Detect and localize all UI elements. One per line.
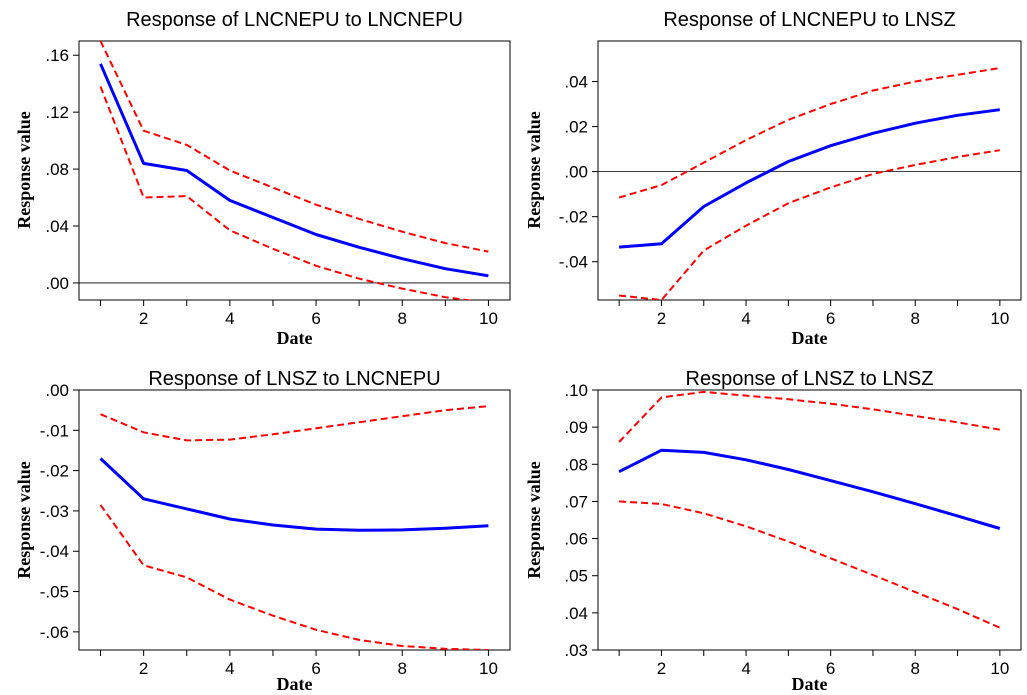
- x-tick-label: 2: [657, 309, 666, 328]
- chart-title: Response of LNCNEPU to LNCNEPU: [126, 9, 463, 31]
- x-tick-label: 4: [741, 659, 750, 678]
- y-axis-label: Response value: [14, 111, 34, 229]
- x-axis-label: Date: [792, 328, 828, 348]
- y-tick-label: .00: [45, 274, 69, 293]
- chart-title: Response of LNSZ to LNCNEPU: [148, 368, 440, 390]
- y-tick-label: -.05: [40, 583, 69, 602]
- y-tick-label: .05: [564, 567, 588, 586]
- y-tick-label: .16: [45, 46, 69, 65]
- x-tick-label: 8: [398, 309, 407, 328]
- lower-band-line: [99, 86, 475, 300]
- y-tick-label: -.02: [40, 462, 69, 481]
- y-tick-label: .08: [564, 455, 588, 474]
- x-axis-label: Date: [277, 674, 313, 694]
- x-tick-label: 4: [225, 309, 234, 328]
- plot-frame: [78, 40, 511, 301]
- x-tick-label: 10: [990, 309, 1009, 328]
- y-tick-label: .02: [564, 118, 588, 137]
- x-axis-label: Date: [792, 674, 828, 694]
- y-tick-label: -.01: [40, 421, 69, 440]
- x-tick-label: 10: [479, 659, 498, 678]
- y-tick-label: .12: [45, 103, 69, 122]
- response-line: [618, 108, 1000, 249]
- y-tick-label: -.03: [40, 502, 69, 521]
- upper-band-line: [99, 41, 489, 253]
- x-axis-label: Date: [277, 328, 313, 348]
- response-line: [99, 63, 489, 278]
- plot-frame: [597, 389, 1022, 651]
- response-line: [99, 457, 489, 532]
- plot-frame: [597, 40, 1022, 301]
- y-tick-label: .04: [564, 604, 588, 623]
- lower-band-line: [619, 500, 1001, 629]
- lower-band-line: [99, 504, 489, 650]
- chart-panel-4: Response of LNSZ to LNSZ .03 .04 .05 .06 .07.…: [524, 368, 1022, 694]
- x-tick-label: 4: [741, 309, 750, 328]
- y-axis-label: Response value: [524, 111, 544, 229]
- x-tick-label: 6: [311, 659, 320, 678]
- x-tick-label: 2: [657, 659, 666, 678]
- chart-title: Response of LNSZ to LNSZ: [686, 368, 934, 390]
- y-tick-label: .04: [564, 73, 588, 92]
- y-tick-label: -.04: [559, 253, 588, 272]
- plot-frame: [78, 389, 511, 651]
- y-tick-label: .08: [45, 160, 69, 179]
- x-tick-label: 10: [990, 659, 1009, 678]
- y-tick-label: -.06: [40, 623, 69, 642]
- y-tick-label: .07: [564, 492, 588, 511]
- x-tick-label: 6: [311, 309, 320, 328]
- y-tick-label: -.04: [40, 542, 69, 561]
- x-tick-label: 2: [139, 309, 148, 328]
- y-axis-label: Response value: [14, 461, 34, 579]
- chart-panel-2: Response of LNCNEPU to LNSZ -.04 -.02 .00 .0…: [524, 9, 1022, 348]
- y-axis-label: Response value: [524, 461, 544, 579]
- x-tick-label: 10: [479, 309, 498, 328]
- x-tick-label: 8: [398, 659, 407, 678]
- y-tick-label: .04: [45, 217, 69, 236]
- upper-band-line: [618, 67, 1000, 199]
- chart-title: Response of LNCNEPU to LNSZ: [663, 9, 955, 31]
- chart-panel-3: Response of LNSZ to LNCNEPU -.06 -.05 -.04 -…: [14, 368, 511, 694]
- y-tick-label: .00: [564, 163, 588, 182]
- x-tick-label: 8: [911, 659, 920, 678]
- y-tick-label: .00: [45, 381, 69, 400]
- x-tick-label: 2: [139, 659, 148, 678]
- y-tick-label: .06: [564, 530, 588, 549]
- x-tick-label: 8: [911, 309, 920, 328]
- x-tick-label: 6: [826, 659, 835, 678]
- chart-panel-1: Response of LNCNEPU to LNCNEPU .00 .04 .08.…: [14, 9, 511, 348]
- lower-band-line: [618, 149, 1000, 300]
- x-tick-label: 4: [225, 659, 234, 678]
- upper-band-line: [100, 405, 489, 442]
- y-tick-label: -.02: [559, 208, 588, 227]
- response-line: [618, 448, 1001, 530]
- y-tick-label: .10: [564, 381, 588, 400]
- y-tick-label: .09: [564, 418, 588, 437]
- x-tick-label: 6: [826, 309, 835, 328]
- upper-band-line: [618, 390, 1000, 443]
- y-tick-label: .03: [564, 641, 588, 660]
